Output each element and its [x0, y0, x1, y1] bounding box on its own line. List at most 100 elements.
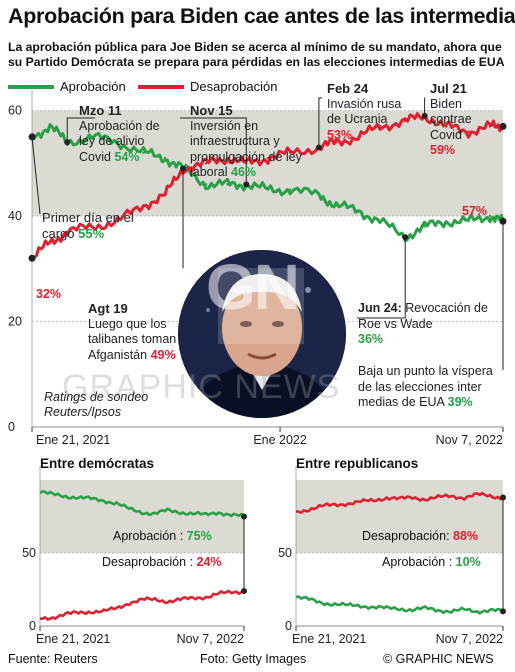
footer-source: Fuente: Reuters — [8, 652, 98, 666]
main-y-tick-label: 60 — [8, 104, 22, 118]
rep-approval-value: 10% — [455, 555, 481, 569]
annotation-agt19-value: 49% — [150, 347, 176, 362]
main-point-approval — [266, 188, 270, 191]
annotation-nov15-value: 46% — [231, 165, 257, 179]
main-chart: 60 40 20 0 Ene 21, 2021 Ene 2022 Nov 7, 2022 — [8, 90, 507, 447]
main-point-approval — [91, 135, 94, 139]
annotation-leader-dot — [64, 139, 71, 146]
main-y-tick-label: 20 — [8, 315, 22, 329]
annotation-nov15: Nov 15 Inversión en infraestructura y pr… — [190, 103, 315, 181]
annotation-leader-line — [318, 97, 322, 148]
mini-y-tick-label: 50 — [278, 546, 292, 560]
main-point-approval — [444, 220, 448, 223]
dem-approval-text: Aprobación : — [113, 529, 187, 543]
annotation-leader-dot — [315, 144, 322, 151]
main-point-disapproval — [488, 125, 492, 128]
mini-band-50-100 — [40, 480, 244, 553]
start-dot-disapproval — [28, 254, 36, 262]
mini-x-tick-label: Nov 7, 2022 — [177, 632, 244, 646]
annotation-start-disapproval: 32% — [36, 287, 62, 301]
biden-photo: GN — [178, 250, 346, 418]
main-point-approval — [204, 183, 208, 186]
mini-series-line-approval — [295, 595, 504, 615]
main-point-approval — [142, 151, 145, 154]
annotation-agt19: Agt 19 Luego que los talibanes toman Afg… — [88, 301, 188, 363]
main-point-approval — [467, 220, 470, 223]
mini-x-tick-label: Ene 21, 2021 — [292, 632, 366, 646]
dem-approval-value: 75% — [186, 529, 212, 543]
annotation-feb24-text: Invasión rusa de Ucrania — [327, 96, 402, 127]
annotation-leader-line — [357, 237, 406, 319]
annotation-jul21: Jul 21 Biden contrae Covid 59% — [430, 81, 502, 159]
annotation-jul21-value: 59% — [430, 143, 456, 157]
mini-y-tick-label: 0 — [285, 619, 292, 633]
main-point-disapproval — [288, 151, 292, 154]
legend-approval: Aprobación — [8, 79, 126, 94]
dem-chart-title: Entre demócratas — [40, 456, 155, 471]
legend-disapproval-label: Desaprobación — [190, 79, 278, 94]
main-point-approval — [226, 183, 229, 186]
annotation-first-day-text: Primer día en el cargo — [42, 210, 134, 241]
annotation-mzo11-text: Aprobación de ley de alivio Covid — [79, 118, 160, 164]
main-point-disapproval — [204, 162, 208, 165]
annotation-jul21-text: Biden contrae Covid — [430, 96, 472, 142]
annotation-feb24: Feb 24 Invasión rusa de Ucrania 53% — [327, 81, 405, 143]
gn-logo: GN — [206, 251, 300, 323]
annotation-leader-dot — [243, 181, 250, 188]
annotation-jul21-date: Jul 21 — [430, 81, 467, 96]
rep-disapproval-value: 88% — [453, 529, 479, 543]
main-point-disapproval — [404, 119, 407, 123]
main-point-disapproval — [163, 193, 167, 197]
mini-series-line-approval — [39, 490, 245, 518]
mini-series-line-disapproval — [40, 589, 245, 621]
mini-end-dot — [500, 494, 506, 501]
annotation-eve: Baja un punto la víspera de las eleccion… — [358, 364, 508, 411]
mini-y-tick-label: 50 — [22, 546, 36, 560]
source-note: Ratings de sondeo Reuters/Ipsos — [44, 390, 149, 419]
main-point-approval — [357, 209, 360, 212]
mini-end-dot — [241, 587, 247, 594]
main-point-disapproval — [226, 156, 229, 160]
rep-disapproval-text: Desaprobación: — [362, 529, 454, 543]
annotation-mzo11-value: 54% — [114, 149, 140, 164]
mini-end-dot — [500, 608, 506, 615]
legend-disapproval: Desaprobación — [138, 79, 277, 94]
subtitle-line-1: La aprobación pública para Joe Biden se … — [8, 40, 502, 54]
main-series-line-disapproval — [32, 112, 505, 259]
main-point-disapproval — [357, 135, 360, 139]
main-point-disapproval — [91, 225, 94, 228]
annotation-jun24-date: Jun 24: — [358, 301, 402, 315]
annotation-mzo11: Mzo 11 Aprobación de ley de alivio Covid… — [79, 103, 179, 165]
start-dot-approval — [28, 133, 36, 141]
dem-disapproval-text: Desaprobación : — [102, 555, 197, 569]
page-title: Aprobación para Biden cae antes de las i… — [8, 4, 515, 28]
main-x-tick-label: Nov 7, 2022 — [436, 433, 503, 447]
main-point-approval — [48, 125, 52, 128]
main-point-approval — [163, 156, 167, 160]
main-x-tick-label: Ene 21, 2021 — [36, 433, 110, 447]
annotation-eve-value: 39% — [447, 395, 473, 409]
rep-approval-label: Aprobación : 10% — [382, 555, 481, 569]
main-point-disapproval — [116, 220, 119, 223]
annotation-jun24-text: Revocación de Roe vs Wade — [358, 301, 488, 331]
main-point-approval — [488, 214, 492, 218]
rep-chart-title: Entre republicanos — [296, 456, 419, 471]
main-point-disapproval — [334, 140, 338, 144]
annotation-agt19-text: Luego que los talibanes toman Afganistán — [88, 316, 177, 362]
annotation-leader-dot — [180, 165, 187, 172]
end-dot-disapproval — [499, 122, 507, 130]
main-x-tick-label: Ene 2022 — [253, 433, 307, 447]
annotation-leader-line — [66, 117, 95, 143]
dem-disapproval-label: Desaprobación : 24% — [102, 555, 222, 569]
annotation-end-disapproval: 57% — [462, 204, 488, 218]
main-point-disapproval — [378, 125, 382, 128]
main-point-approval — [423, 225, 426, 228]
watermark: GRAPHIC NEWS — [62, 368, 341, 406]
annotation-nov15-date: Nov 15 — [190, 103, 233, 118]
annotation-nov15-text: Inversión en infraestructura y promulgac… — [190, 118, 302, 180]
annotation-leader-dot — [421, 112, 428, 119]
subtitle-line-2: su Partido Demócrata se prepara para pér… — [8, 55, 505, 69]
mini-x-tick-label: Ene 21, 2021 — [36, 632, 110, 646]
main-y-tick-label: 0 — [8, 420, 15, 434]
